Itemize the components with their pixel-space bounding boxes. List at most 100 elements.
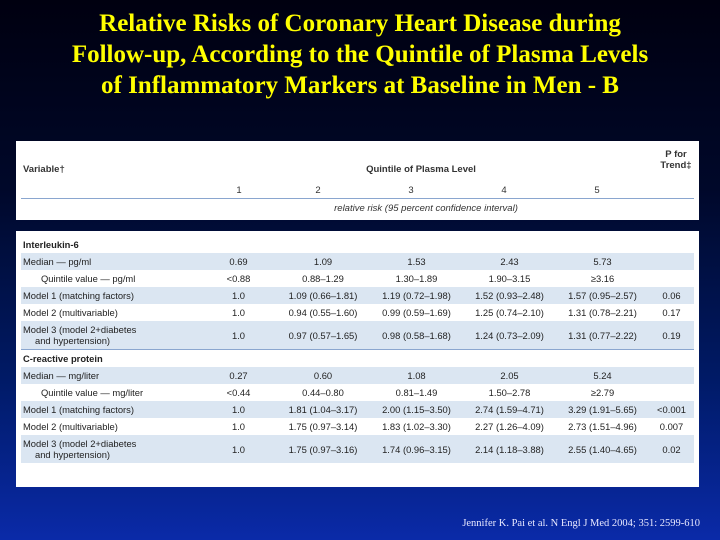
quintile-cell bbox=[556, 349, 649, 367]
trend-cell: 0.02 bbox=[649, 435, 694, 463]
table-row: Model 2 (multivariable) 1.0 1.75 (0.97–3.1… bbox=[21, 418, 694, 435]
quintile-cell: 1.90–3.15 bbox=[488, 273, 531, 284]
quintile-cell: 1.24 (0.73–2.09) bbox=[463, 321, 556, 350]
table-header-panel: Variable† Quintile of Plasma Level P for… bbox=[16, 141, 699, 220]
quintile-cell: 0.88–1.29 bbox=[302, 273, 344, 284]
trend-cell bbox=[649, 384, 694, 401]
quintile-cell: 1.08 bbox=[370, 367, 463, 384]
table-row: Model 1 (matching factors) 1.0 1.81 (1.04–… bbox=[21, 401, 694, 418]
quintile-cell: 0.44–0.80 bbox=[302, 387, 344, 398]
trend-cell: 0.19 bbox=[649, 321, 694, 350]
title-line: of Inflammatory Markers at Baseline in M… bbox=[101, 72, 619, 99]
quintile-cell: 1.0 bbox=[201, 435, 276, 463]
quintile-cell: 3.29 (1.91–5.65) bbox=[556, 401, 649, 418]
row-label: Median — mg/liter bbox=[21, 367, 201, 384]
quintile-cell: 1.57 (0.95–2.57) bbox=[556, 287, 649, 304]
quintile-cell: 2.27 (1.26–4.09) bbox=[475, 421, 544, 432]
quintile-cell: 0.81–1.49 bbox=[395, 387, 438, 398]
quintile-cell bbox=[276, 236, 370, 253]
quintile-cell: 1.0 bbox=[231, 307, 246, 318]
quintile-cell: 1.83 (1.02–3.30) bbox=[382, 421, 451, 432]
table-row: Quintile value — mg/liter <0.44 0.44–0.80 0… bbox=[21, 384, 694, 401]
row-label-text: and hypertension) bbox=[35, 335, 111, 346]
quintile-cell: <0.44 bbox=[226, 387, 251, 398]
title-line: Relative Risks of Coronary Heart Disease… bbox=[99, 10, 621, 37]
row-label: Model 1 (matching factors) bbox=[21, 401, 201, 418]
quintile-cell: 1.25 (0.74–2.10) bbox=[475, 307, 544, 318]
row-label-text: Quintile value — mg/liter bbox=[41, 387, 144, 398]
row-label: Model 3 (model 2+diabetes and hypertensio… bbox=[21, 321, 201, 350]
trend-cell: 0.17 bbox=[662, 307, 681, 318]
row-label-text: Model 2 (multivariable) bbox=[23, 307, 118, 318]
row-label-text: Interleukin-6 bbox=[23, 239, 79, 250]
quintile-cell bbox=[463, 349, 556, 367]
quintile-cell: 1.09 (0.66–1.81) bbox=[276, 287, 370, 304]
quintile-cell: 1.09 bbox=[276, 253, 370, 270]
quintile-cell: 5.73 bbox=[556, 253, 649, 270]
quintile-number: 3 bbox=[408, 185, 414, 196]
quintile-cell: 0.69 bbox=[201, 253, 276, 270]
trend-header-line: P for bbox=[665, 149, 687, 160]
quintile-cell: <0.88 bbox=[226, 273, 251, 284]
row-label: Median — pg/ml bbox=[21, 253, 201, 270]
quintile-cell: 0.60 bbox=[276, 367, 370, 384]
quintile-cell: ≥3.16 bbox=[590, 273, 615, 284]
quintile-cell: 1.0 bbox=[201, 321, 276, 350]
quintile-cell: 2.14 (1.18–3.88) bbox=[463, 435, 556, 463]
row-label: Model 3 (model 2+diabetes and hypertensio… bbox=[21, 435, 201, 463]
row-label-text: Median — pg/ml bbox=[23, 256, 92, 267]
trend-cell bbox=[649, 236, 694, 253]
quintile-cell bbox=[370, 349, 463, 367]
quintile-cell: 2.55 (1.40–4.65) bbox=[556, 435, 649, 463]
quintile-cell: 2.74 (1.59–4.71) bbox=[463, 401, 556, 418]
sub-caption: relative risk (95 percent confidence int… bbox=[334, 203, 518, 214]
table-row: Median — pg/ml 0.69 1.09 1.53 2.43 5.73 bbox=[21, 253, 694, 270]
row-label: C-reactive protein bbox=[21, 349, 201, 367]
row-label-text: Median — mg/liter bbox=[23, 370, 100, 381]
quintile-cell bbox=[556, 236, 649, 253]
quintile-cell: 0.99 (0.59–1.69) bbox=[382, 307, 451, 318]
quintile-cell: 1.19 (0.72–1.98) bbox=[370, 287, 463, 304]
quintile-cell: 2.43 bbox=[463, 253, 556, 270]
quintile-cell: 2.00 (1.15–3.50) bbox=[370, 401, 463, 418]
quintile-cell: 0.98 (0.58–1.68) bbox=[370, 321, 463, 350]
title-line: Follow-up, According to the Quintile of … bbox=[71, 41, 649, 68]
quintile-cell: 1.81 (1.04–3.17) bbox=[276, 401, 370, 418]
quintile-cell: 0.94 (0.55–1.60) bbox=[288, 307, 358, 318]
quintile-cell: 0.97 (0.57–1.65) bbox=[276, 321, 370, 350]
trend-cell: 0.06 bbox=[649, 287, 694, 304]
variable-header: Variable† bbox=[23, 164, 65, 175]
trend-cell: <0.001 bbox=[649, 401, 694, 418]
quintile-number: 4 bbox=[501, 185, 507, 196]
row-label-text: Model 3 (model 2+diabetes bbox=[23, 438, 137, 449]
quintile-cell: 2.05 bbox=[463, 367, 556, 384]
row-label: Quintile value — pg/ml bbox=[21, 270, 201, 287]
citation: Jennifer K. Pai et al. N Engl J Med 2004… bbox=[462, 518, 700, 529]
table-row: Model 3 (model 2+diabetes and hypertensio… bbox=[21, 435, 694, 463]
section-row: Interleukin-6 bbox=[21, 236, 694, 253]
quintile-cell: 1.50–2.78 bbox=[488, 387, 531, 398]
quintile-cell: 5.24 bbox=[556, 367, 649, 384]
quintile-cell: 1.0 bbox=[231, 421, 246, 432]
quintile-cell bbox=[370, 236, 463, 253]
trend-header: P for Trend‡ bbox=[660, 149, 691, 171]
quintile-number: 5 bbox=[594, 185, 600, 196]
row-label-text: Quintile value — pg/ml bbox=[41, 273, 136, 284]
quintile-cell: 1.74 (0.96–3.15) bbox=[370, 435, 463, 463]
row-label-text: and hypertension) bbox=[35, 449, 111, 460]
quintile-cell: 1.30–1.89 bbox=[395, 273, 438, 284]
quintile-cell: ≥2.79 bbox=[590, 387, 615, 398]
quintile-cell: 1.75 (0.97–3.16) bbox=[276, 435, 370, 463]
row-label-text: Model 1 (matching factors) bbox=[23, 404, 134, 415]
risk-table: Interleukin-6 Median — pg/ml 0.69 1.09 1.53 2… bbox=[21, 236, 694, 463]
row-label-text: Model 3 (model 2+diabetes bbox=[23, 324, 137, 335]
trend-cell bbox=[649, 367, 694, 384]
quintile-cell: 2.73 (1.51–4.96) bbox=[568, 421, 637, 432]
quintile-cell: 1.75 (0.97–3.14) bbox=[288, 421, 358, 432]
table-row: Model 3 (model 2+diabetes and hypertensio… bbox=[21, 321, 694, 350]
section-row: C-reactive protein bbox=[21, 349, 694, 367]
quintile-cell: 1.0 bbox=[201, 401, 276, 418]
row-label-text: C-reactive protein bbox=[23, 353, 103, 364]
trend-cell bbox=[649, 349, 694, 367]
table-row: Quintile value — pg/ml <0.88 0.88–1.29 1.30… bbox=[21, 270, 694, 287]
